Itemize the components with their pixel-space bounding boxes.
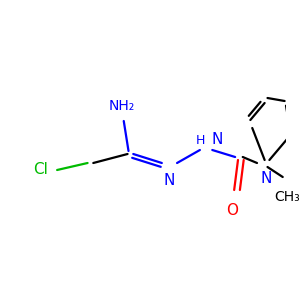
Text: N: N (261, 171, 272, 186)
Text: Cl: Cl (33, 163, 48, 178)
Text: N: N (164, 173, 175, 188)
Text: N: N (211, 132, 223, 147)
Text: NH₂: NH₂ (109, 99, 135, 113)
Text: O: O (226, 203, 238, 218)
Text: H: H (196, 134, 206, 147)
Text: CH₃: CH₃ (274, 190, 300, 204)
